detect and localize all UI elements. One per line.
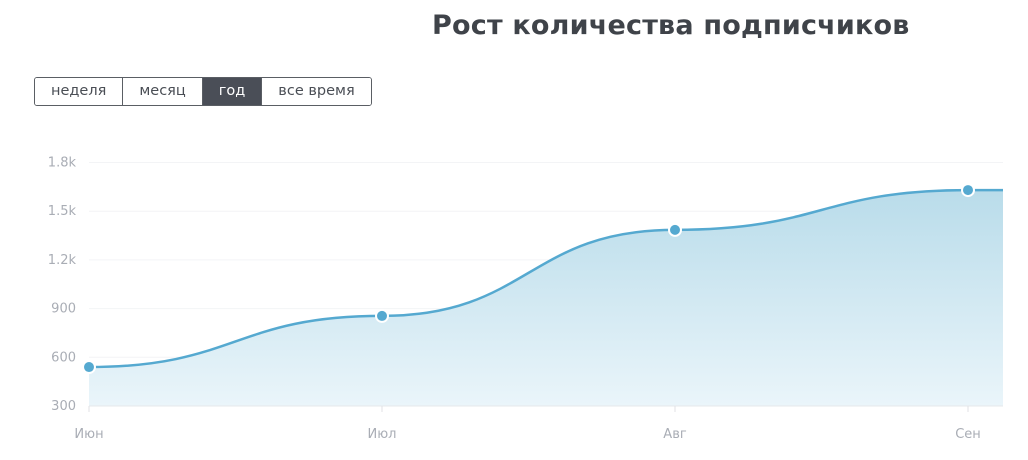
y-tick-label: 600 <box>51 350 76 365</box>
data-point[interactable] <box>668 222 682 237</box>
period-tabs: неделя месяц год все время <box>34 77 372 106</box>
x-tick-label: Июн <box>74 427 103 442</box>
y-tick-label: 1.8k <box>48 156 77 171</box>
series-line <box>88 188 1003 369</box>
x-tick-label: Авг <box>663 427 687 442</box>
data-point[interactable] <box>375 308 389 323</box>
area-fill <box>89 190 1003 406</box>
tab-year[interactable]: год <box>202 78 263 105</box>
chart-title: Рост количества подписчиков <box>432 10 910 41</box>
x-tick-label: Сен <box>955 427 981 442</box>
data-point[interactable] <box>82 360 96 375</box>
y-tick-label: 1.5k <box>48 204 77 219</box>
tab-week[interactable]: неделя <box>35 78 124 105</box>
tab-all-time[interactable]: все время <box>262 78 371 105</box>
y-tick-label: 300 <box>51 399 76 414</box>
tab-month[interactable]: месяц <box>123 78 203 105</box>
y-tick-label: 1.2k <box>48 253 77 268</box>
x-tick-label: Июл <box>368 427 397 442</box>
data-point[interactable] <box>961 183 975 198</box>
y-tick-label: 900 <box>51 302 76 317</box>
